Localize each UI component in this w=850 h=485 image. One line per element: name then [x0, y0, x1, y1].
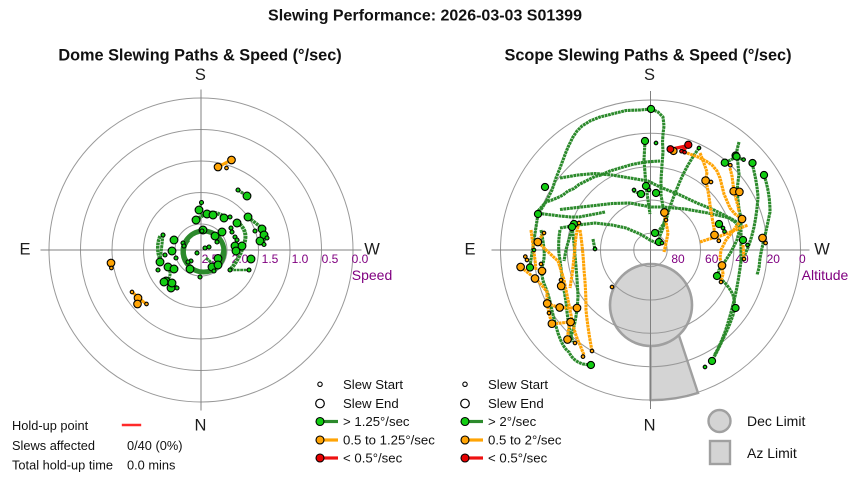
svg-text:1.5: 1.5 — [262, 252, 279, 266]
svg-text:S: S — [195, 66, 206, 84]
svg-text:E: E — [19, 241, 30, 259]
svg-text:Slew End: Slew End — [488, 396, 544, 411]
svg-text:Hold-up point: Hold-up point — [12, 418, 89, 433]
svg-text:< 0.5°/sec: < 0.5°/sec — [488, 451, 548, 466]
svg-text:Scope Slewing Paths & Speed (°: Scope Slewing Paths & Speed (°/sec) — [505, 47, 792, 65]
svg-text:E: E — [464, 241, 475, 259]
svg-text:Dec Limit: Dec Limit — [747, 413, 805, 429]
svg-text:Total hold-up time: Total hold-up time — [12, 457, 113, 472]
svg-text:1.0: 1.0 — [292, 252, 309, 266]
svg-text:60: 60 — [705, 252, 719, 266]
svg-text:0.0: 0.0 — [352, 252, 369, 266]
svg-text:> 1.25°/sec: > 1.25°/sec — [343, 414, 410, 429]
svg-text:Slew Start: Slew Start — [343, 377, 403, 392]
svg-text:Speed: Speed — [352, 267, 392, 283]
svg-text:W: W — [364, 241, 380, 259]
svg-text:80: 80 — [671, 252, 685, 266]
svg-text:N: N — [194, 417, 206, 435]
svg-text:0: 0 — [799, 252, 806, 266]
svg-text:W: W — [814, 241, 830, 259]
svg-text:0.5 to 2°/sec: 0.5 to 2°/sec — [488, 433, 562, 448]
svg-text:0.0 mins: 0.0 mins — [127, 457, 175, 472]
svg-text:0.5: 0.5 — [322, 252, 339, 266]
svg-text:0.5 to 1.25°/sec: 0.5 to 1.25°/sec — [343, 433, 435, 448]
svg-text:Dome Slewing Paths & Speed (°/: Dome Slewing Paths & Speed (°/sec) — [58, 47, 341, 65]
svg-text:Slew Start: Slew Start — [488, 377, 548, 392]
svg-text:Slews affected: Slews affected — [12, 438, 95, 453]
svg-text:S: S — [644, 66, 655, 84]
svg-text:Az Limit: Az Limit — [747, 445, 797, 461]
svg-text:Slew End: Slew End — [343, 396, 399, 411]
svg-text:Slewing Performance: 2026-03-0: Slewing Performance: 2026-03-03 S01399 — [268, 8, 582, 25]
svg-text:> 2°/sec: > 2°/sec — [488, 414, 537, 429]
svg-text:< 0.5°/sec: < 0.5°/sec — [343, 451, 403, 466]
svg-text:N: N — [644, 417, 656, 435]
svg-text:Altitude: Altitude — [802, 267, 849, 283]
svg-text:0/40 (0%): 0/40 (0%) — [127, 438, 182, 453]
svg-text:20: 20 — [767, 252, 781, 266]
